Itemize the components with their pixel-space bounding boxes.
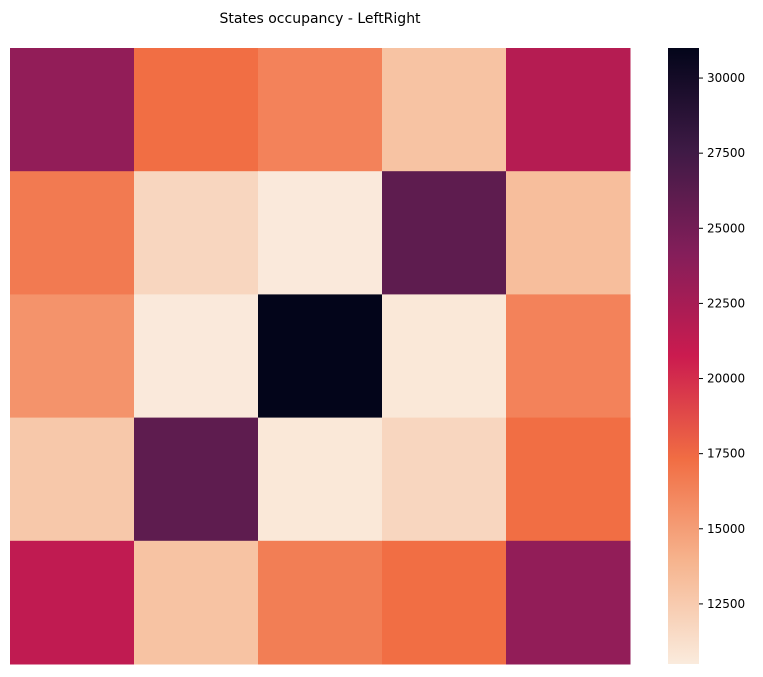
heatmap-cell-r2-c2 bbox=[258, 294, 383, 419]
heatmap-cell-r4-c4 bbox=[506, 540, 631, 665]
heatmap-cell-r2-c0 bbox=[10, 294, 135, 419]
heatmap-cell-r1-c2 bbox=[258, 171, 383, 295]
heatmap-cell-r3-c2 bbox=[258, 417, 383, 542]
colorbar-tick-label: 12500 bbox=[707, 597, 745, 611]
heatmap-cell-r0-c0 bbox=[10, 48, 135, 172]
heatmap-cell-r1-c1 bbox=[134, 171, 259, 295]
colorbar-tick-label: 30000 bbox=[707, 71, 745, 85]
heatmap-cell-r0-c2 bbox=[258, 48, 383, 172]
heatmap-cell-r2-c3 bbox=[382, 294, 507, 419]
heatmap-cell-r2-c4 bbox=[506, 294, 631, 419]
heatmap-cell-r3-c4 bbox=[506, 417, 631, 542]
colorbar-tick-label: 20000 bbox=[707, 372, 745, 386]
heatmap-cells bbox=[10, 48, 631, 665]
heatmap-cell-r4-c2 bbox=[258, 540, 383, 665]
colorbar-tick-label: 15000 bbox=[707, 522, 745, 536]
heatmap-cell-r3-c3 bbox=[382, 417, 507, 542]
heatmap-cell-r1-c3 bbox=[382, 171, 507, 295]
colorbar-tick-label: 17500 bbox=[707, 447, 745, 461]
heatmap-cell-r4-c0 bbox=[10, 540, 135, 665]
heatmap-cell-r0-c4 bbox=[506, 48, 631, 172]
heatmap-cell-r2-c1 bbox=[134, 294, 259, 419]
heatmap-cell-r3-c1 bbox=[134, 417, 259, 542]
colorbar-ticks: 12500 15000 17500 20000 22500 25000 27500 30000 bbox=[699, 71, 745, 611]
heatmap-cell-r0-c3 bbox=[382, 48, 507, 172]
heatmap-cell-r1-c0 bbox=[10, 171, 135, 295]
heatmap-cell-r0-c1 bbox=[134, 48, 259, 172]
colorbar-tick-label: 22500 bbox=[707, 296, 745, 310]
colorbar bbox=[668, 48, 699, 664]
heatmap-cell-r4-c3 bbox=[382, 540, 507, 665]
colorbar-tick-label: 27500 bbox=[707, 146, 745, 160]
heatmap-cell-r1-c4 bbox=[506, 171, 631, 295]
chart-title: States occupancy - LeftRight bbox=[219, 11, 421, 27]
heatmap-cell-r4-c1 bbox=[134, 540, 259, 665]
heatmap-cell-r3-c0 bbox=[10, 417, 135, 542]
colorbar-tick-label: 25000 bbox=[707, 221, 745, 235]
